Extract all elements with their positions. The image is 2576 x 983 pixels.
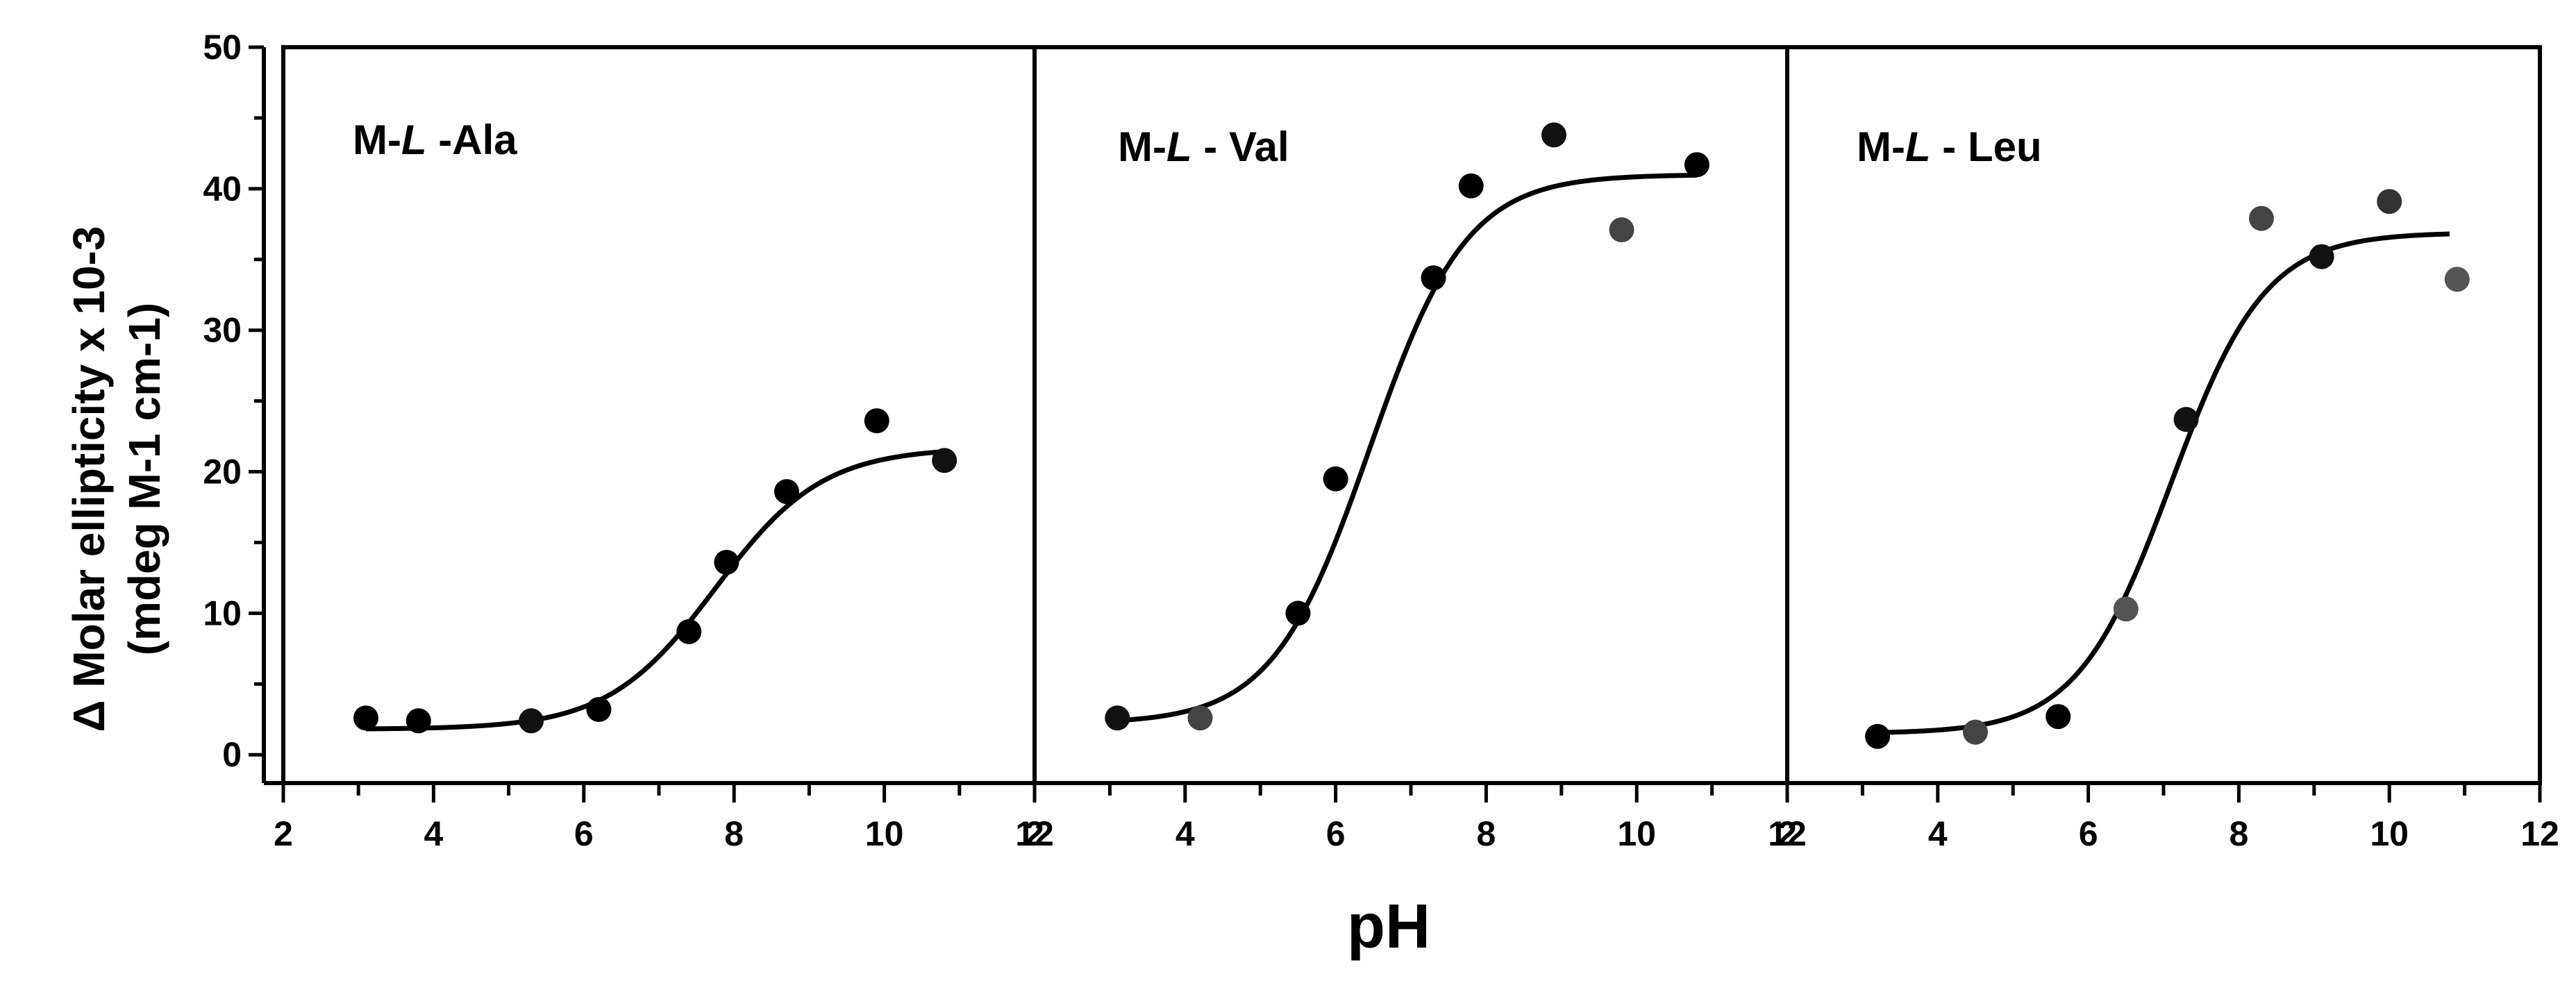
panel-label: M-L - Leu: [1857, 124, 2042, 170]
data-point: [519, 708, 544, 734]
panel-label-prefix: M-: [1118, 124, 1166, 170]
panel-label-suffix: - Leu: [1931, 124, 2042, 170]
data-point: [714, 550, 739, 575]
data-point: [2248, 205, 2274, 231]
y-axis-title: Δ Molar ellipticity x 10-3 (mdeg M-1 cm-…: [64, 226, 169, 732]
panel-label: M-L -Ala: [353, 117, 517, 163]
data-point: [1541, 122, 1566, 148]
x-tick-label: 4: [1928, 814, 1948, 853]
x-axis-title: pH: [1347, 892, 1430, 961]
panel-3: 2 4 6 8 10 12 M-L - Leu: [1778, 45, 2559, 853]
data-point: [676, 619, 702, 644]
y-tick-label: 30: [203, 311, 242, 350]
data-point: [2377, 189, 2402, 215]
data-point: [2113, 596, 2139, 622]
x-tick-label: 6: [1326, 814, 1346, 853]
panel-label-italic: L: [401, 117, 427, 163]
data-point: [586, 697, 612, 722]
data-point: [1458, 173, 1484, 199]
x-tick-label: 8: [724, 814, 744, 853]
data-point: [864, 408, 889, 434]
y-tick-label: 0: [222, 735, 242, 774]
x-tick-label: 4: [1176, 814, 1195, 853]
fit-curve: [1877, 231, 2450, 735]
data-point: [1963, 719, 1988, 745]
data-point: [1609, 217, 1634, 242]
data-point: [1187, 705, 1213, 731]
data-point: [405, 708, 431, 734]
data-point: [2046, 704, 2071, 730]
panel-label-italic: L: [1905, 124, 1931, 170]
x-tick-label: 2: [1778, 814, 1797, 853]
panel-label-italic: L: [1166, 124, 1192, 170]
y-axis-title-line1: Molar ellipticity x 10-3: [64, 226, 114, 688]
panel-label-prefix: M-: [1857, 124, 1905, 170]
data-point: [2444, 267, 2470, 292]
data-point: [1285, 600, 1311, 626]
data-point: [932, 448, 957, 473]
data-point: [353, 705, 379, 731]
y-tick-label: 10: [203, 594, 242, 632]
y-tick-label: 50: [203, 28, 242, 67]
y-tick-label: 20: [203, 453, 242, 492]
x-tick-label: 2: [1025, 814, 1044, 853]
data-point: [2173, 407, 2199, 432]
x-tick-label: 4: [424, 814, 443, 853]
panel-2: 2 4 6 8 10 12 M-L - Val: [1025, 45, 1807, 853]
x-tick-label: 12: [1015, 814, 1054, 853]
data-point: [1684, 152, 1709, 178]
fit-curve: [365, 448, 945, 732]
x-tick-label: 8: [2229, 814, 2248, 853]
data-point: [1865, 723, 1891, 749]
x-tick-label: 10: [2370, 814, 2409, 853]
x-tick-label: 10: [865, 814, 904, 853]
data-point: [1323, 466, 1348, 492]
fit-curve: [1117, 172, 1697, 723]
panel-label-prefix: M-: [353, 117, 401, 163]
y-axis-title-line2: (mdeg M-1 cm-1): [119, 303, 169, 656]
x-tick-label: 6: [2079, 814, 2098, 853]
panel-label: M-L - Val: [1118, 124, 1289, 170]
panel-label-suffix: -Ala: [427, 117, 518, 163]
x-tick-label: 2: [274, 814, 293, 853]
panel-label-suffix: - Val: [1192, 124, 1289, 170]
y-axis-title-symbol: Δ: [64, 700, 114, 732]
x-tick-label: 10: [1617, 814, 1656, 853]
data-point: [1421, 265, 1446, 291]
data-point: [2309, 244, 2334, 269]
data-point: [773, 479, 799, 505]
x-tick-label: 6: [574, 814, 594, 853]
y-tick-label: 40: [203, 169, 242, 208]
x-tick-label: 8: [1476, 814, 1496, 853]
axes-layer: 0 10 20 30 40 50: [203, 28, 2540, 785]
x-tick-label: 12: [1768, 814, 1807, 853]
data-point: [1105, 705, 1130, 731]
panel-1: 2 4 6 8 10 12 M-L -Ala: [274, 45, 1054, 853]
x-tick-label: 12: [2520, 814, 2559, 853]
svg-text:Δ Molar ellipticity x 10: Δ Molar ellipticity x 10-3: [64, 226, 114, 732]
